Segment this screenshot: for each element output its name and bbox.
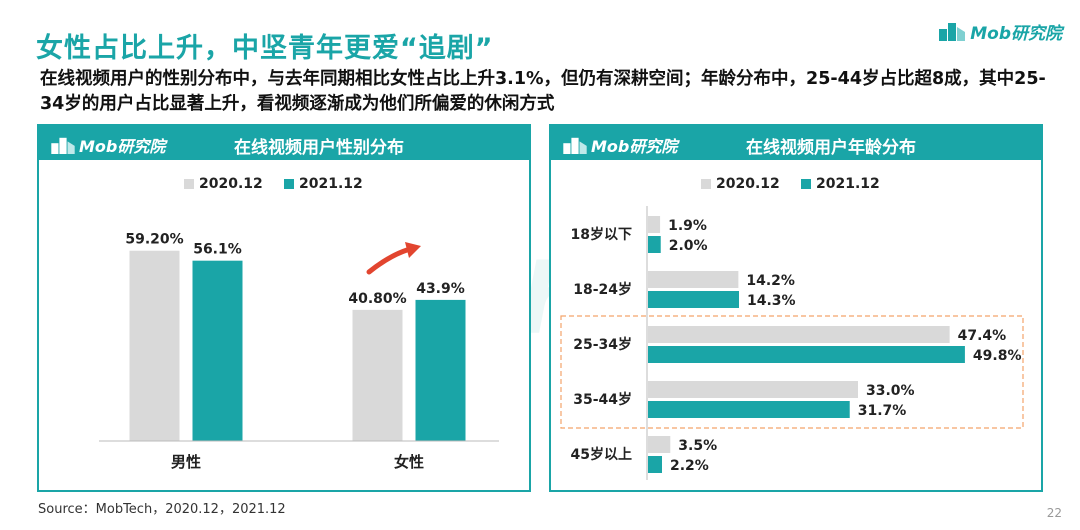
source-note: Source：MobTech，2020.12，2021.12	[38, 502, 286, 517]
highlight-box	[560, 315, 1024, 429]
legend-label-2020.12: 2020.12	[199, 176, 263, 192]
gender-bar-chart: 2020.12 2021.12 59.20% 56.1% 男性 40.80% 43.9% 女性	[99, 176, 499, 471]
age-bar-chart: 2020.12 2021.12 1.9% 2.0% 18岁以下 14.2% 14.3% 18-…	[560, 176, 1024, 480]
legend-swatch-2020.12	[184, 179, 194, 189]
bar-男性-2020.12	[129, 250, 180, 441]
data-label-45岁以上-2020.12: 3.5%	[678, 438, 717, 454]
data-label-18-24岁-2021.12: 14.3%	[747, 293, 796, 309]
legend-label-2021.12: 2021.12	[299, 176, 363, 192]
building-logo-icon	[939, 23, 966, 41]
category-label-男性: 男性	[171, 453, 201, 471]
page-title: 女性占比上升，中坚青年更爱“追剧”	[36, 33, 494, 64]
data-label-女性-2021.12: 43.9%	[416, 281, 465, 297]
data-label-25-34岁-2020.12: 47.4%	[958, 328, 1007, 344]
data-label-18-24岁-2020.12: 14.2%	[746, 273, 795, 289]
gender-chart-title: 在线视频用户性别分布	[234, 138, 404, 158]
data-label-男性-2020.12: 59.20%	[125, 232, 183, 248]
age-panel-header: Mob研究院 在线视频用户年龄分布	[551, 126, 1041, 160]
up-arrow-icon	[366, 242, 421, 275]
category-label-18岁以下: 18岁以下	[571, 226, 632, 243]
legend-swatch-2021.12	[801, 179, 811, 189]
bar-18岁以下-2020.12	[648, 216, 661, 233]
page-number: 22	[1046, 506, 1062, 520]
bar-女性-2020.12	[352, 309, 403, 441]
panel-brand-logo: Mob研究院	[563, 133, 677, 157]
building-logo-icon	[51, 137, 75, 154]
bar-男性-2021.12	[192, 260, 243, 441]
data-label-女性-2020.12: 40.80%	[348, 291, 406, 307]
panel-brand-logo: Mob研究院	[51, 133, 165, 157]
legend-swatch-2020.12	[701, 179, 711, 189]
brand-logo: Mob研究院	[939, 20, 1062, 44]
data-label-45岁以上-2021.12: 2.2%	[670, 458, 709, 474]
category-label-35-44岁: 35-44岁	[573, 391, 632, 408]
category-label-25-34岁: 25-34岁	[573, 336, 632, 353]
category-label-女性: 女性	[394, 453, 424, 471]
bar-45岁以上-2020.12	[648, 436, 671, 453]
brand-name: Mob研究院	[970, 23, 1062, 44]
data-label-18岁以下-2020.12: 1.9%	[668, 218, 707, 234]
gender-panel-header: Mob研究院 在线视频用户性别分布	[39, 126, 529, 160]
legend-swatch-2021.12	[284, 179, 294, 189]
bar-18-24岁-2020.12	[648, 271, 739, 288]
data-label-18岁以下-2021.12: 2.0%	[669, 238, 708, 254]
data-label-35-44岁-2020.12: 33.0%	[866, 383, 915, 399]
data-label-男性-2021.12: 56.1%	[193, 242, 242, 258]
category-label-45岁以上: 45岁以上	[571, 446, 632, 463]
panel-brand-name: Mob研究院	[79, 137, 166, 156]
bar-25-34岁-2020.12	[648, 326, 950, 343]
legend-label-2021.12: 2021.12	[816, 176, 880, 192]
bar-35-44岁-2021.12	[648, 401, 850, 418]
bar-18岁以下-2021.12	[648, 236, 661, 253]
data-label-25-34岁-2021.12: 49.8%	[973, 348, 1022, 364]
bar-45岁以上-2021.12	[648, 456, 662, 473]
panel-brand-name: Mob研究院	[591, 137, 678, 156]
gender-chart-panel: Mob研究院 在线视频用户性别分布 2020.12 2021.12 59.20% 56…	[37, 124, 531, 492]
legend-label-2020.12: 2020.12	[716, 176, 780, 192]
bar-女性-2021.12	[415, 299, 466, 441]
page-subtitle: 在线视频用户的性别分布中，与去年同期相比女性占比上升3.1%，但仍有深耕空间；年…	[40, 69, 1046, 114]
data-label-35-44岁-2021.12: 31.7%	[858, 403, 907, 419]
bar-18-24岁-2021.12	[648, 291, 739, 308]
category-label-18-24岁: 18-24岁	[573, 281, 632, 298]
age-chart-title: 在线视频用户年龄分布	[746, 138, 916, 158]
bar-25-34岁-2021.12	[648, 346, 965, 363]
bar-35-44岁-2020.12	[648, 381, 858, 398]
age-chart-panel: Mob研究院 在线视频用户年龄分布 2020.12 2021.12 1.9% 2.0%…	[549, 124, 1043, 492]
building-logo-icon	[563, 137, 587, 154]
